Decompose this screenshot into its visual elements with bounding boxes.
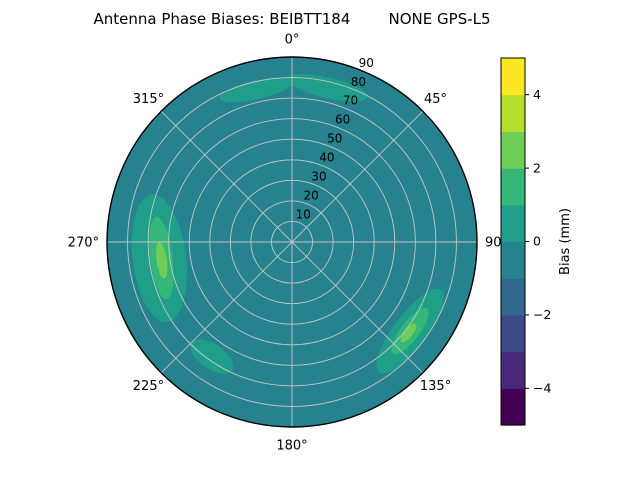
colorbar-band bbox=[501, 351, 525, 389]
contour-region bbox=[287, 74, 369, 102]
radial-tick-label: 30 bbox=[311, 170, 326, 184]
radial-tick-label: 90 bbox=[359, 56, 374, 70]
radial-tick-label: 10 bbox=[296, 208, 311, 222]
radial-tick-label: 60 bbox=[335, 113, 350, 127]
radial-tick-label: 40 bbox=[319, 151, 334, 165]
grid-spoke bbox=[160, 110, 293, 243]
colorbar: −4 −2 0 2 4 Bias (mm) bbox=[500, 57, 573, 426]
azimuth-label: 90 bbox=[485, 236, 502, 251]
contour-region bbox=[219, 77, 295, 103]
colorbar-band bbox=[501, 58, 525, 96]
azimuth-label: 180° bbox=[276, 439, 307, 454]
azimuth-label: 135° bbox=[420, 379, 451, 394]
colorbar-band bbox=[501, 278, 525, 316]
azimuth-label: 0° bbox=[285, 33, 300, 48]
radial-tick-label: 20 bbox=[304, 189, 319, 203]
azimuth-label: 45° bbox=[424, 92, 447, 107]
contour-region bbox=[400, 323, 417, 343]
colorbar-band bbox=[501, 388, 525, 426]
colorbar-tick-label: −2 bbox=[533, 307, 551, 322]
colorbar-band bbox=[501, 241, 525, 279]
colorbar-axis-label: Bias (mm) bbox=[558, 208, 573, 275]
colorbar-tick-label: 4 bbox=[533, 87, 541, 102]
polar-outline bbox=[106, 56, 478, 428]
colorbar-tick-label: −4 bbox=[533, 381, 551, 396]
contour-region bbox=[190, 339, 234, 374]
grid-spoke bbox=[291, 110, 424, 243]
colorbar-band bbox=[501, 94, 525, 132]
colorbar-tick-label: 2 bbox=[533, 160, 541, 175]
azimuth-label: 270° bbox=[68, 236, 99, 251]
grid-spoke bbox=[160, 241, 293, 374]
colorbar-tick-label: 0 bbox=[533, 234, 541, 249]
chart-title: Antenna Phase Biases: BEIBTT184 NONE GPS… bbox=[93, 10, 490, 28]
colorbar-band bbox=[501, 204, 525, 243]
grid-spoke bbox=[291, 241, 424, 374]
contour-region bbox=[156, 242, 168, 279]
azimuth-label: 315° bbox=[133, 92, 164, 107]
azimuth-label: 225° bbox=[133, 379, 164, 394]
polar-grid bbox=[107, 57, 477, 427]
colorbar-band bbox=[501, 131, 525, 169]
radial-tick-label: 80 bbox=[351, 75, 366, 89]
radial-tick-label: 70 bbox=[343, 94, 358, 108]
colorbar-band bbox=[501, 314, 525, 353]
radial-tick-label: 50 bbox=[327, 132, 342, 146]
colorbar-band bbox=[501, 168, 525, 206]
